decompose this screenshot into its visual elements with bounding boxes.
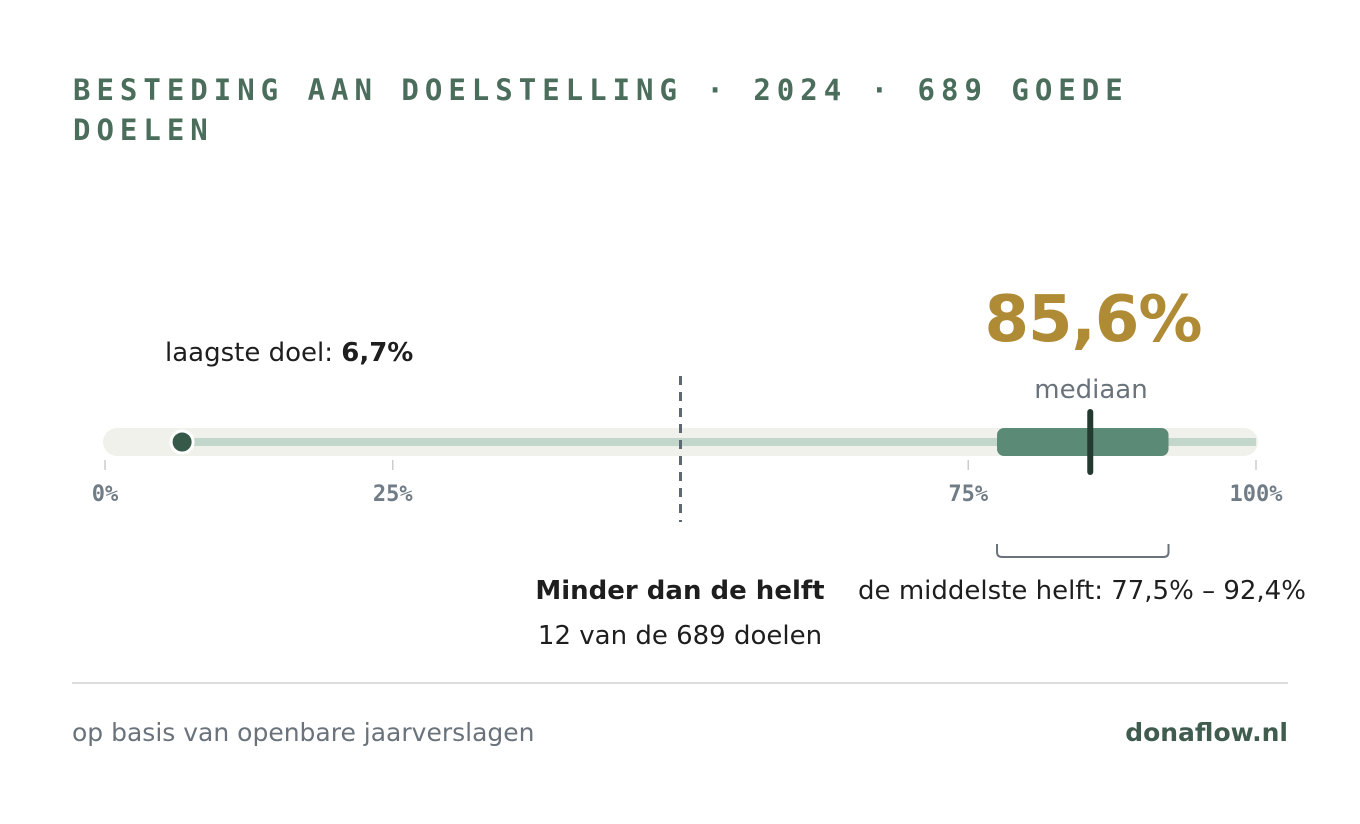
minimum-annotation: laagste doel: 6,7%	[165, 338, 413, 368]
median-value: 85,6%	[984, 283, 1202, 357]
brand-link[interactable]: donaflow.nl	[1125, 718, 1288, 747]
below-half-title: Minder dan de helft	[535, 576, 825, 606]
axis-ticks: 0% 25% 75% 100%	[92, 460, 1283, 507]
axis-tick-label: 25%	[373, 482, 413, 507]
minimum-dot	[169, 429, 195, 455]
below-half-count: 12 van de 689 doelen	[537, 621, 823, 651]
source-note: op basis van openbare jaarverslagen	[72, 718, 535, 747]
median-label: mediaan	[1034, 375, 1148, 405]
minimum-prefix: laagste doel:	[165, 338, 333, 368]
axis-tick-label: 0%	[92, 482, 119, 507]
axis-tick-label: 100%	[1230, 482, 1284, 507]
iqr-label: de middelste helft: 77,5% – 92,4%	[858, 576, 1306, 606]
footer-divider	[72, 682, 1288, 684]
whisker	[182, 438, 1257, 446]
iqr-box	[997, 428, 1169, 456]
iqr-bracket	[996, 544, 1170, 558]
axis-tick-label: 75%	[948, 482, 988, 507]
chart-title: Besteding aan doelstelling · 2024 · 689 …	[73, 73, 1129, 147]
minimum-value: 6,7%	[341, 338, 414, 368]
